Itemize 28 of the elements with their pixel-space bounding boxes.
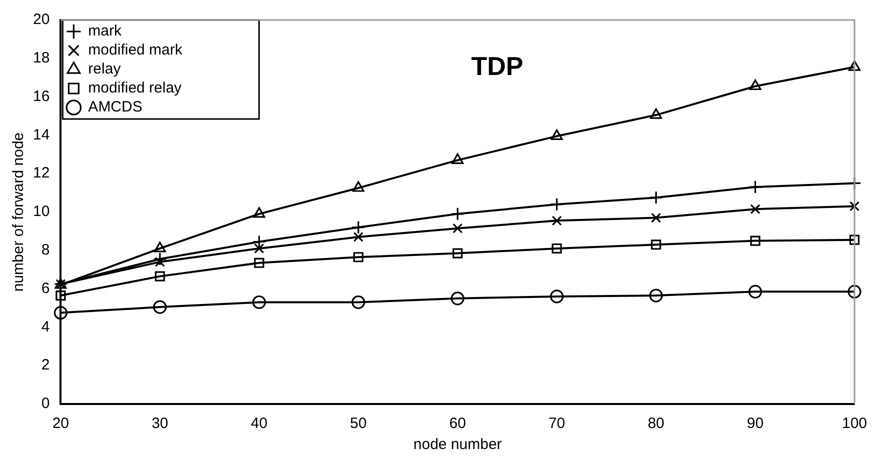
y-tick-label: 2 — [41, 356, 50, 374]
legend-label: modified mark — [88, 42, 183, 59]
y-tick-label: 4 — [41, 318, 50, 336]
y-tick-label: 6 — [41, 280, 50, 297]
legend-label: mark — [88, 22, 122, 40]
y-tick-label: 18 — [32, 50, 50, 67]
x-tick-label: 40 — [250, 415, 268, 432]
x-tick-label: 60 — [449, 415, 466, 432]
y-tick-label: 10 — [32, 203, 50, 220]
y-tick-label: 20 — [32, 11, 50, 28]
x-tick-label: 100 — [842, 415, 867, 432]
x-tick-label: 70 — [548, 415, 566, 432]
text: TDP — [471, 51, 524, 82]
x-axis-title: node number — [413, 436, 502, 454]
x-tick-label: 80 — [648, 415, 664, 432]
x-tick-label: 20 — [52, 415, 70, 432]
y-tick-label: 12 — [32, 164, 50, 182]
x-tick-label: 90 — [746, 415, 764, 432]
legend-label: AMCDS — [88, 98, 142, 116]
y-tick-label: 0 — [41, 395, 50, 412]
y-axis-title: number of forward node — [10, 132, 28, 292]
y-tick-label: 8 — [41, 242, 50, 259]
legend-label: relay — [88, 60, 122, 78]
x-tick-label: 30 — [152, 415, 168, 432]
x-tick-label: 50 — [350, 415, 367, 432]
y-tick-label: 16 — [32, 88, 50, 105]
y-tick-label: 14 — [32, 126, 50, 144]
legend-label: modified relay — [88, 80, 182, 97]
